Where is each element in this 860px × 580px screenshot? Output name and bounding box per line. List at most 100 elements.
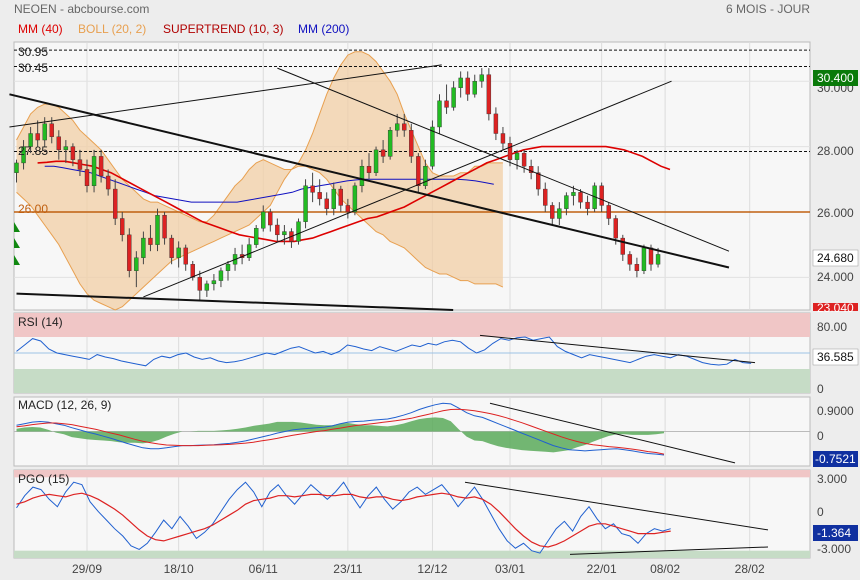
candle-body: [655, 254, 661, 265]
candle-body: [634, 264, 640, 271]
candle-body: [387, 130, 393, 157]
candle-body: [296, 221, 301, 242]
candle-body: [77, 159, 83, 170]
candle-body: [162, 215, 167, 239]
macd-tick-0: 0: [817, 429, 824, 443]
candle-body: [585, 201, 590, 209]
price-tick-28: 28.000: [817, 144, 854, 158]
pgo-label: PGO (15): [18, 472, 69, 486]
candle-body: [141, 237, 146, 258]
last-price-badge-value: 24.680: [817, 251, 854, 265]
rsi-tick-0: 0: [817, 382, 824, 396]
candle-body: [218, 270, 224, 281]
candle-body: [28, 133, 33, 147]
candle-body: [479, 74, 484, 82]
candle-body: [21, 146, 26, 164]
candle-body: [14, 162, 19, 173]
level-label-30-95: 30.95: [18, 45, 48, 59]
candle-body: [35, 133, 40, 141]
price-badge-bg: [813, 70, 858, 86]
macd-trendline: [489, 402, 736, 464]
x-tick-label: 12/12: [417, 562, 447, 576]
x-tick-label: 29/09: [72, 562, 102, 576]
candle-body: [451, 87, 456, 108]
x-tick-label: 18/10: [164, 562, 194, 576]
candle-body: [317, 192, 322, 200]
bollinger-lower-line: [16, 165, 504, 311]
candle-body: [500, 133, 506, 144]
candle-body: [359, 165, 365, 187]
candle-body: [472, 81, 477, 95]
pgo-frame: [13, 469, 811, 559]
legend-boll: BOLL (20, 2): [78, 22, 146, 36]
rsi-oversold-zone: [14, 369, 810, 393]
legend-mm40: MM (40): [18, 22, 63, 36]
candle-body: [641, 247, 647, 271]
buy-signal-arrow: [14, 238, 20, 248]
candle-body: [63, 146, 69, 151]
candle-body: [430, 126, 435, 167]
panel-frames: [13, 41, 811, 559]
candle-body: [380, 149, 386, 157]
candle-body: [91, 156, 97, 187]
pgo-lower-zone: [14, 550, 810, 558]
trendline: [16, 292, 454, 311]
candle-body: [253, 228, 259, 245]
candle-body: [225, 264, 231, 271]
pgo-panel: [14, 470, 810, 558]
legend-mm200: MM (200): [298, 22, 349, 36]
pgo-signal-line: [16, 492, 671, 548]
candle-body: [345, 205, 351, 213]
x-tick-label: 28/02: [735, 562, 765, 576]
candle-body: [550, 205, 555, 219]
legend-supertrend: SUPERTREND (10, 3): [163, 22, 283, 36]
rsi-line: [16, 336, 752, 367]
low-badge-bg: [813, 303, 858, 311]
rsi-badge-bg: [812, 348, 859, 366]
candle-body: [620, 237, 625, 255]
pgo-lower-trendline: [569, 546, 769, 555]
macd-panel: [14, 402, 810, 464]
candle-body: [599, 185, 604, 206]
bollinger-upper-line: [16, 51, 503, 223]
candle-body: [70, 146, 76, 160]
x-tick-label: 23/11: [333, 562, 362, 576]
candle-body: [338, 188, 343, 206]
candle-body: [303, 185, 308, 222]
candle-body: [373, 149, 379, 173]
level-label-27-85: 27.85: [18, 144, 48, 158]
pgo-tick-3: 3.000: [817, 472, 847, 486]
candle-body: [84, 169, 90, 187]
candle-body: [395, 123, 400, 131]
mm40-line: [37, 145, 671, 243]
candle-body: [56, 136, 61, 151]
bollinger-band-fill: [16, 51, 503, 311]
macd-badge-bg: [813, 451, 858, 467]
macd-signal-line: [16, 408, 665, 455]
candle-body: [578, 192, 583, 203]
rsi-tick-80: 80.00: [817, 320, 847, 334]
candle-body: [197, 277, 203, 291]
buy-signal-arrow: [14, 222, 20, 232]
macd-line: [16, 402, 665, 456]
macd-tick-09: 0.9000: [817, 404, 854, 418]
candle-body: [536, 172, 541, 190]
trendline: [143, 80, 672, 298]
candle-body: [169, 237, 174, 258]
candle-body: [190, 264, 195, 278]
low-badge-value: 23.040: [817, 301, 854, 315]
candle-body: [331, 188, 336, 209]
rsi-overbought-zone: [14, 313, 810, 337]
candle-body: [127, 234, 132, 271]
x-tick-label: 08/02: [650, 562, 680, 576]
candle-body: [204, 283, 210, 291]
candle-body: [324, 198, 329, 209]
candle-body: [310, 185, 315, 193]
candle-body: [402, 123, 407, 131]
candle-body: [423, 165, 428, 187]
macd-label: MACD (12, 26, 9): [18, 398, 111, 412]
candle-body: [458, 77, 463, 88]
level-label-26-00: 26.00: [18, 202, 48, 216]
candle-body: [105, 175, 111, 190]
x-axis: 29/09 18/10 06/11 23/11 12/12 03/01 22/01 08/02…: [72, 562, 765, 576]
